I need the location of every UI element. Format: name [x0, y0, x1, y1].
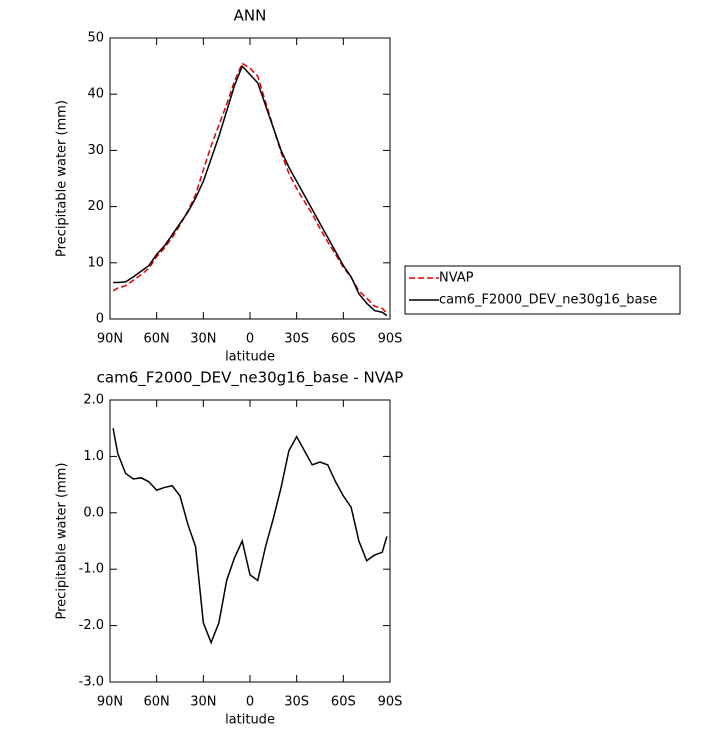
x-tick-label: 90S [378, 695, 403, 710]
y-tick-label: 10 [87, 255, 104, 270]
x-tick-label: 90S [378, 332, 403, 347]
y-tick-label: -3.0 [79, 675, 104, 690]
chart-title: cam6_F2000_DEV_ne30g16_base - NVAP [97, 369, 404, 388]
legend-label: NVAP [439, 271, 474, 286]
y-tick-label: -2.0 [79, 618, 104, 633]
y-axis-label: Precipitable water (mm) [55, 100, 70, 257]
y-axis-label: Precipitable water (mm) [55, 463, 70, 620]
y-tick-label: -1.0 [79, 562, 104, 577]
x-tick-label: 60S [331, 695, 356, 710]
y-tick-label: 30 [87, 143, 104, 158]
x-tick-label: 30N [190, 332, 216, 347]
legend-label: cam6_F2000_DEV_ne30g16_base [439, 293, 657, 308]
plot-frame [109, 37, 391, 320]
x-tick-label: 90N [97, 332, 123, 347]
data-line [113, 64, 388, 317]
legend-box [404, 265, 681, 315]
x-tick-label: 30S [284, 332, 309, 347]
x-tick-label: 30S [284, 695, 309, 710]
x-axis-label: latitude [225, 350, 275, 365]
y-tick-label: 1.0 [83, 449, 104, 464]
x-axis-label: latitude [225, 713, 275, 728]
data-line [112, 428, 388, 645]
chart-title: ANN [234, 7, 267, 25]
y-tick-label: 0.0 [83, 505, 104, 520]
y-tick-label: 0 [96, 312, 104, 327]
y-tick-label: 2.0 [83, 393, 104, 408]
x-tick-label: 60S [331, 332, 356, 347]
x-tick-label: 30N [190, 695, 216, 710]
x-tick-label: 60N [144, 332, 170, 347]
x-tick-label: 0 [246, 332, 254, 347]
x-tick-label: 60N [144, 695, 170, 710]
x-tick-label: 90N [97, 695, 123, 710]
data-line [112, 62, 388, 314]
plot-frame [109, 399, 391, 683]
y-tick-label: 50 [87, 31, 104, 46]
y-tick-label: 20 [87, 199, 104, 214]
y-tick-label: 40 [87, 87, 104, 102]
x-tick-label: 0 [246, 695, 254, 710]
